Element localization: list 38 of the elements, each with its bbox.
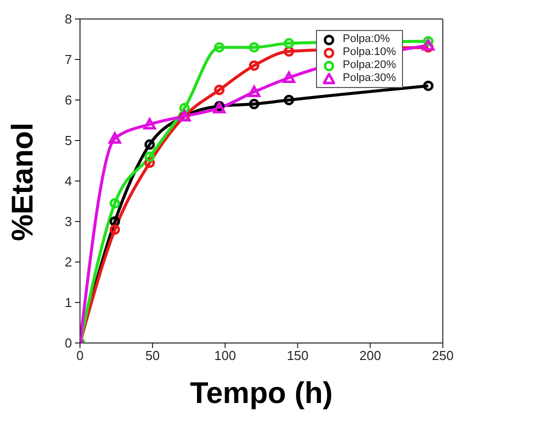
legend-label: Polpa:0% bbox=[342, 33, 390, 46]
x-axis-title: Tempo (h) bbox=[190, 377, 333, 410]
y-tick-label: 5 bbox=[64, 133, 72, 148]
x-tick-label: 200 bbox=[359, 348, 382, 364]
point bbox=[144, 139, 155, 150]
point bbox=[423, 80, 434, 92]
x-tick-label: 100 bbox=[214, 348, 236, 364]
point bbox=[422, 39, 435, 51]
point bbox=[143, 118, 156, 130]
legend-label: Polpa:30% bbox=[342, 72, 396, 85]
y-tick-label: 3 bbox=[64, 214, 72, 230]
y-tick-label: 4 bbox=[64, 174, 72, 189]
legend-label: Polpa:20% bbox=[342, 59, 396, 72]
x-tick-label: 150 bbox=[286, 348, 309, 364]
point bbox=[214, 84, 225, 96]
y-tick-label: 8 bbox=[64, 12, 72, 27]
x-tick-label: 50 bbox=[145, 348, 160, 364]
point bbox=[108, 132, 122, 144]
point bbox=[248, 86, 260, 98]
legend-label: Polpa:10% bbox=[342, 46, 396, 59]
y-tick-label: 7 bbox=[64, 52, 72, 68]
y-tick-label: 1 bbox=[64, 295, 72, 310]
point bbox=[110, 198, 120, 209]
point bbox=[214, 42, 225, 53]
x-tick-label: 0 bbox=[76, 348, 84, 364]
point bbox=[284, 38, 294, 49]
x-tick-label: 250 bbox=[432, 348, 454, 364]
point bbox=[284, 94, 294, 106]
point bbox=[248, 60, 260, 71]
point bbox=[248, 98, 260, 110]
y-axis-title: %Etanol bbox=[6, 122, 40, 241]
point bbox=[144, 151, 155, 162]
y-tick-label: 6 bbox=[64, 92, 72, 108]
point bbox=[282, 71, 296, 83]
y-tick-label: 2 bbox=[64, 254, 72, 270]
point bbox=[248, 42, 260, 53]
y-tick-label: 0 bbox=[64, 336, 72, 351]
point bbox=[110, 224, 120, 235]
